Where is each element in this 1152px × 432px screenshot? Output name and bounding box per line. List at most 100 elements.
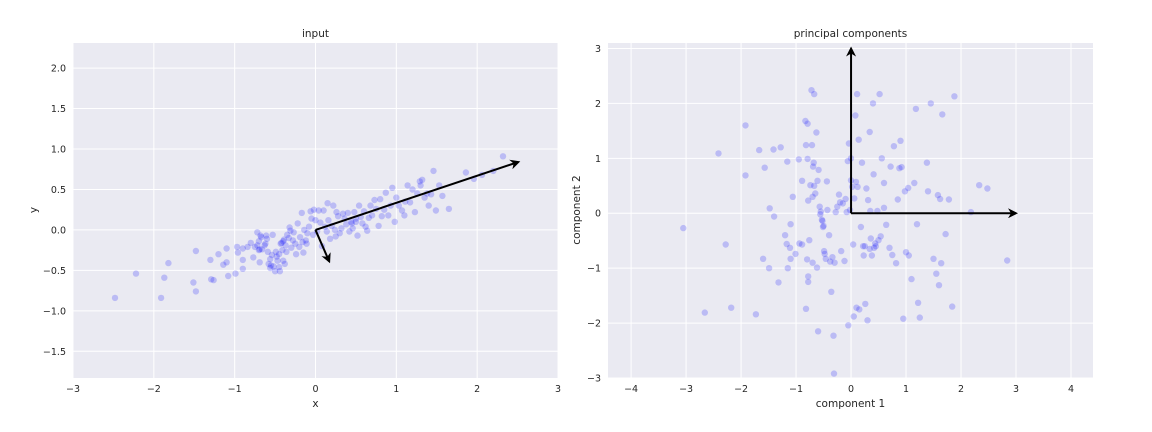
data-point <box>432 207 440 214</box>
data-point <box>267 255 274 263</box>
data-point <box>263 232 270 239</box>
data-point <box>911 179 918 187</box>
data-point <box>499 153 507 160</box>
data-point <box>898 163 905 171</box>
data-point <box>256 259 263 266</box>
data-point <box>378 213 385 220</box>
component-arrows <box>846 46 1019 219</box>
data-point <box>274 257 281 264</box>
data-point <box>850 313 857 320</box>
data-point <box>277 240 284 247</box>
data-point <box>804 120 811 127</box>
data-point <box>286 224 293 231</box>
y-tick-label: 0.0 <box>51 225 66 236</box>
data-point <box>817 211 824 218</box>
data-point <box>348 220 356 227</box>
data-point <box>290 229 297 236</box>
data-point <box>332 233 339 240</box>
data-point <box>752 311 760 318</box>
data-point <box>942 230 949 238</box>
data-point <box>307 208 314 215</box>
data-point <box>770 213 778 220</box>
data-point <box>927 100 934 107</box>
data-point <box>803 256 811 263</box>
data-point <box>864 196 872 204</box>
data-point <box>890 143 898 150</box>
data-point <box>796 240 803 247</box>
x-tick-label: 3 <box>555 384 561 395</box>
data-point <box>900 315 907 322</box>
data-point <box>945 196 953 203</box>
data-point <box>820 222 827 230</box>
data-point <box>382 189 389 196</box>
data-point <box>359 220 366 227</box>
data-point <box>292 240 299 247</box>
data-point <box>271 268 279 275</box>
data-point <box>811 182 818 189</box>
x-tick-label: −2 <box>734 384 748 395</box>
data-point <box>294 220 301 227</box>
data-point <box>815 166 822 174</box>
input-title: input <box>302 28 329 40</box>
data-point <box>288 244 295 251</box>
data-point <box>830 370 838 377</box>
data-point <box>275 251 283 258</box>
data-point <box>239 245 246 252</box>
data-point <box>401 212 408 219</box>
data-point <box>935 282 943 289</box>
data-point <box>317 219 324 226</box>
data-point <box>905 252 912 259</box>
data-point <box>792 250 799 258</box>
data-point <box>352 218 360 225</box>
data-point <box>223 259 230 266</box>
data-point <box>325 217 332 224</box>
y-tick-label: 1 <box>595 154 601 165</box>
data-point <box>265 260 272 268</box>
data-point <box>339 210 347 217</box>
data-point <box>889 251 896 259</box>
data-point <box>819 223 827 231</box>
data-point <box>275 263 283 271</box>
y-tick-label: −0.5 <box>43 266 66 277</box>
data-point <box>872 240 879 247</box>
data-point <box>862 300 869 308</box>
scatter-points <box>680 87 1011 377</box>
data-point <box>813 264 821 271</box>
data-point <box>305 223 313 230</box>
data-point <box>462 169 470 176</box>
x-tick-label: 1 <box>393 384 399 395</box>
plot-area: −3 −2 −1 0 1 2 3 −1.5 −1.0 −0.5 0.0 0.5 1.0 1.5 2.0 <box>43 43 561 395</box>
data-point <box>445 205 453 213</box>
data-point <box>938 260 945 267</box>
data-point <box>809 163 817 170</box>
data-point <box>844 157 851 165</box>
data-point <box>854 183 861 191</box>
data-point <box>409 186 416 193</box>
data-point <box>817 208 824 215</box>
data-point <box>775 279 782 286</box>
data-point <box>783 240 790 248</box>
data-point <box>190 279 197 286</box>
data-point <box>892 260 900 267</box>
data-point <box>853 304 860 311</box>
data-point <box>303 240 310 247</box>
data-point <box>867 235 874 242</box>
data-point <box>354 232 361 239</box>
data-point <box>267 262 275 269</box>
data-point <box>331 226 339 234</box>
y-tick-label: 1.5 <box>51 104 66 115</box>
data-point <box>861 243 868 250</box>
data-point <box>326 235 334 242</box>
data-point <box>913 221 921 228</box>
data-point <box>934 191 942 199</box>
data-point <box>830 332 837 339</box>
data-point <box>257 232 264 239</box>
y-tick-label: −1 <box>587 264 601 275</box>
input-axes: −3 −2 −1 0 1 2 3 −1.5 −1.0 −0.5 0.0 0.5 1.0 1.5 2.0 in… <box>28 28 561 410</box>
x-tick-label: −1 <box>789 384 803 395</box>
y-tick-label: 3 <box>595 44 601 55</box>
data-point <box>787 221 794 228</box>
data-point <box>883 221 890 228</box>
data-point <box>827 258 834 265</box>
tick-labels: −4 −3 −2 −1 0 1 2 3 4 −3 −2 −1 0 1 2 3 <box>587 44 1074 395</box>
